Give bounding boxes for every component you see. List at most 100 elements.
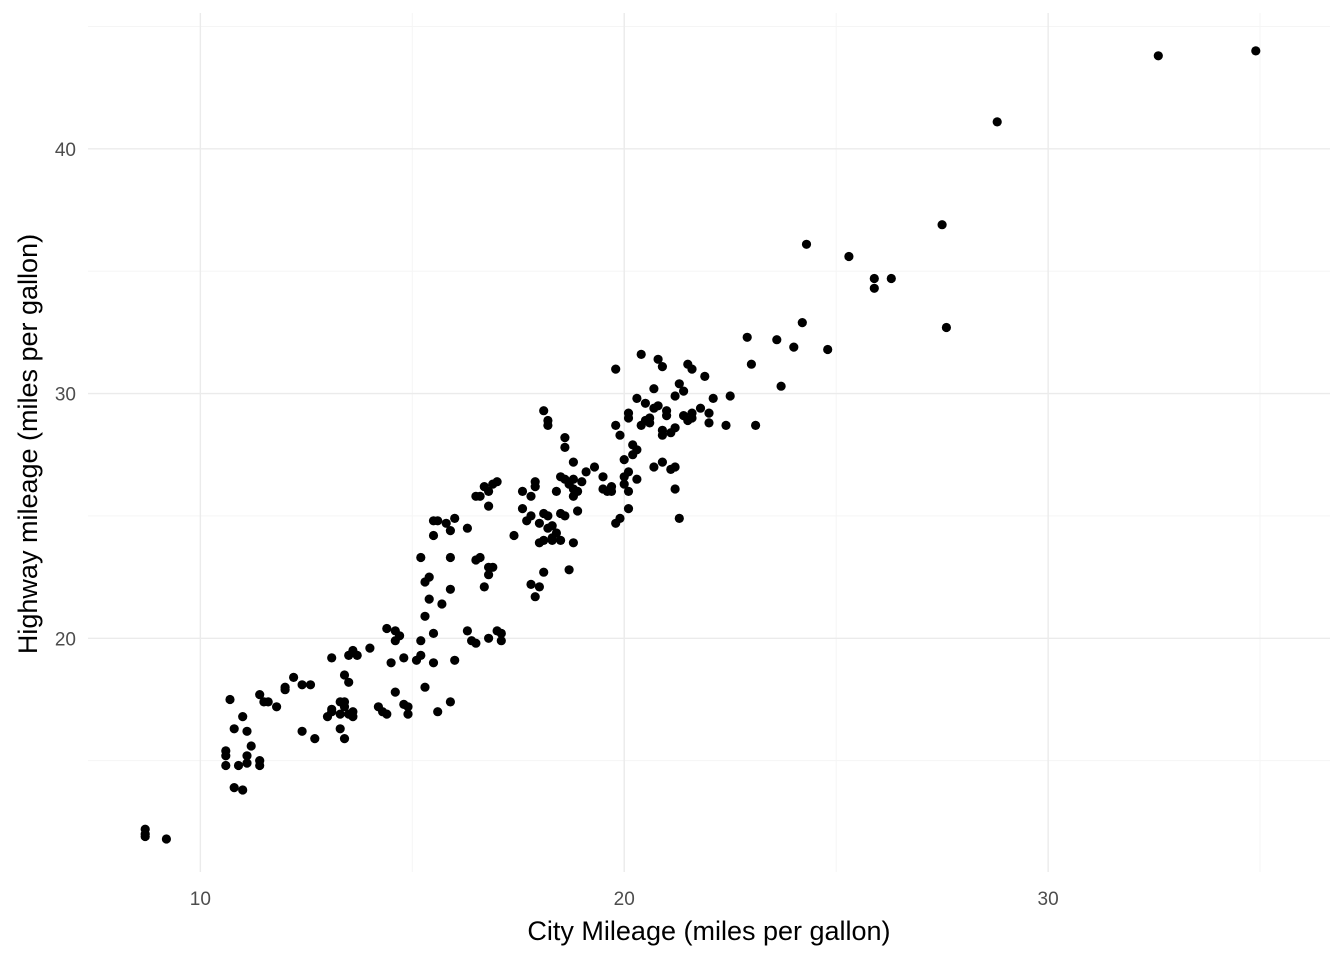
data-point [517,504,528,514]
data-point [704,418,714,428]
data-point [886,273,896,284]
data-point [700,371,710,381]
data-point [441,518,451,528]
data-point [992,117,1002,127]
data-point [1153,51,1163,61]
data-point [339,670,350,680]
data-point [746,359,757,369]
data-point [471,491,481,501]
data-point [606,486,617,496]
data-point [339,702,350,712]
data-point [687,413,697,423]
data-point [619,472,629,482]
data-point [327,653,337,663]
data-point [479,582,489,592]
data-point [649,403,659,413]
y-tick-label: 30 [55,385,76,406]
data-point [564,565,574,575]
data-point [344,677,354,687]
data-point [560,511,570,521]
data-point [386,658,396,668]
data-point [450,513,460,524]
data-point [776,381,786,391]
data-point [462,523,472,533]
data-point [742,332,752,342]
data-point [365,643,375,653]
data-point [573,486,583,496]
data-point [450,655,460,665]
data-point [382,623,392,634]
data-point [399,653,409,663]
data-point [233,760,244,771]
data-point [844,251,854,262]
data-point [543,415,553,426]
data-point [653,354,663,364]
data-point [424,594,434,604]
data-point [695,403,706,413]
data-point [484,501,494,511]
data-point [484,486,494,496]
data-point [297,680,307,690]
data-point [229,724,239,734]
data-point [539,406,549,416]
data-point [445,584,455,594]
data-point [657,457,668,467]
data-point [255,760,265,771]
data-point [615,513,625,524]
data-point [221,751,231,761]
data-point [242,758,252,768]
data-point [869,273,879,284]
data-point [662,406,672,416]
data-point [484,570,494,580]
data-point [534,518,545,528]
data-point [560,442,570,452]
data-point [530,592,540,602]
data-point [560,433,570,443]
data-point [416,552,426,563]
data-point [238,785,248,795]
data-point [339,734,350,744]
data-point [161,834,171,844]
data-point [428,628,439,639]
data-point [445,552,455,563]
data-point [305,680,316,690]
data-point [801,239,812,249]
data-point [640,398,651,408]
data-point [509,530,519,541]
data-point [623,486,634,496]
data-point [352,650,362,661]
data-point [577,477,587,487]
y-tick-label: 40 [55,140,76,161]
data-point [242,751,252,761]
data-point [255,690,265,700]
data-point [598,472,608,482]
data-point [522,516,532,526]
data-point [225,694,235,705]
data-point [390,687,400,697]
data-point [492,477,502,487]
data-point [437,599,447,609]
data-point [725,391,735,401]
y-tick-labels: 20 30 40 [55,140,76,650]
data-point [772,335,782,345]
data-point [140,831,150,842]
data-point [568,457,579,467]
data-point [280,685,290,695]
data-point [636,349,646,359]
data-point [797,318,807,328]
data-point [589,462,600,472]
data-point [344,650,354,661]
data-point [416,650,426,661]
data-point [547,533,557,543]
data-point [310,734,320,744]
data-point [246,741,256,751]
data-point [670,484,680,494]
data-point [937,220,947,230]
data-point [568,474,579,484]
data-point [649,384,659,394]
data-point [619,455,629,465]
data-point [1251,46,1261,56]
data-point [670,391,680,401]
data-point [721,420,731,430]
